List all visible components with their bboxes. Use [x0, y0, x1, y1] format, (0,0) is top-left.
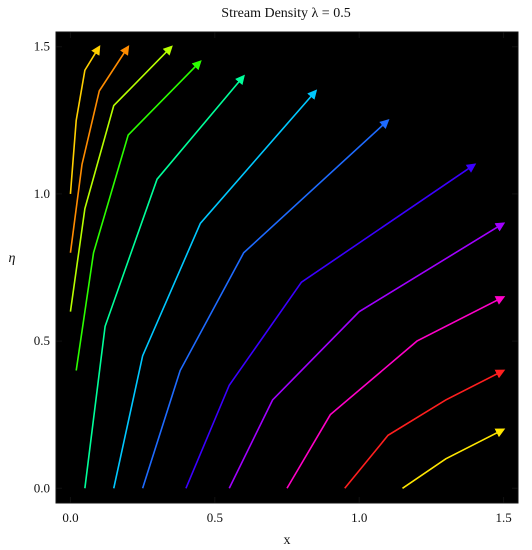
streamline: [69, 45, 101, 194]
streamline: [69, 45, 130, 253]
x-axis-label: x: [284, 533, 291, 548]
y-tick-label: 1.5: [34, 39, 50, 54]
streamline: [112, 89, 318, 489]
streamline: [286, 296, 506, 489]
plot-frame: [55, 31, 519, 504]
y-tick-label: 0.5: [34, 333, 50, 348]
y-tick-label: 1.0: [34, 186, 50, 201]
streamline: [228, 222, 506, 489]
streamline: [402, 428, 506, 489]
y-tick-label: 0.0: [34, 480, 50, 495]
x-tick-label: 0.5: [207, 510, 223, 525]
x-tick-label: 1.5: [495, 510, 511, 525]
chart-title: Stream Density λ = 0.5: [221, 6, 350, 21]
y-axis-ticks: 0.0 0.5 1.0 1.5: [34, 39, 518, 495]
streamline: [185, 163, 477, 489]
streamline: [141, 119, 390, 489]
x-tick-label: 1.0: [351, 510, 367, 525]
streamlines: [69, 45, 506, 489]
x-axis-ticks: 0.0 0.5 1.0 1.5: [62, 32, 512, 525]
streamline: [344, 369, 506, 489]
x-tick-label: 0.0: [62, 510, 78, 525]
plot-area: [56, 32, 518, 503]
y-axis-label: η: [9, 251, 16, 266]
streamline: [75, 60, 202, 371]
streamline: [69, 45, 173, 312]
streamline: [84, 74, 245, 489]
